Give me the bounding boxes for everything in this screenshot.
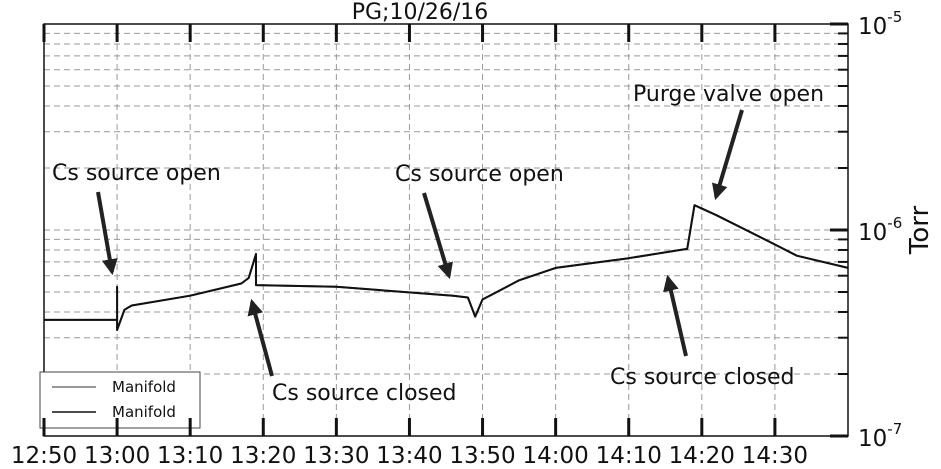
arrow [663,274,688,357]
x-tick-label: 14:00 [522,443,588,469]
x-tick-label: 12:50 [11,443,77,469]
x-tick-label: 13:30 [303,443,369,469]
x-tick-label: 14:10 [596,443,662,469]
y-tick-base: 10 [858,220,887,246]
arrow [422,192,453,280]
legend-label: Manifold [112,378,176,396]
x-tick-label: 13:20 [230,443,296,469]
annotation: Cs source open [395,162,564,187]
y-tick-base: 10 [858,14,887,40]
y-tick-exponent: -7 [887,420,902,438]
arrow [712,109,744,201]
x-tick-label: 13:40 [376,443,442,469]
y-tick-exponent: -6 [887,214,902,232]
chart-title: PG;10/26/16 [352,0,489,25]
x-tick-label: 13:50 [449,443,515,469]
x-tick-label: 14:30 [742,443,808,469]
arrow [96,191,118,276]
series-line [44,204,849,331]
legend-box [39,371,201,429]
y-tick-base: 10 [858,426,887,452]
legend-label: Manifold [112,403,176,421]
annotations: Cs source open Cs source closed Cs sourc… [52,82,824,406]
y-tick-exponent: -5 [887,8,902,26]
y-tick-label: 10-5 [858,8,902,40]
y-tick-label: 10-6 [858,214,902,246]
y-axis-label: Torr [905,206,935,256]
y-tick-label: 10-7 [858,420,902,452]
annotation: Cs source closed [610,365,795,390]
grid [43,23,848,437]
legend: Manifold Manifold [39,371,201,429]
arrow [247,298,274,377]
annotation: Cs source open [52,161,221,186]
x-tick-label: 13:10 [157,443,223,469]
x-tick-label: 14:20 [669,443,735,469]
annotation: Cs source closed [272,381,457,406]
annotation: Purge valve open [633,82,824,107]
lines [44,204,849,331]
x-tick-label: 13:00 [84,443,150,469]
